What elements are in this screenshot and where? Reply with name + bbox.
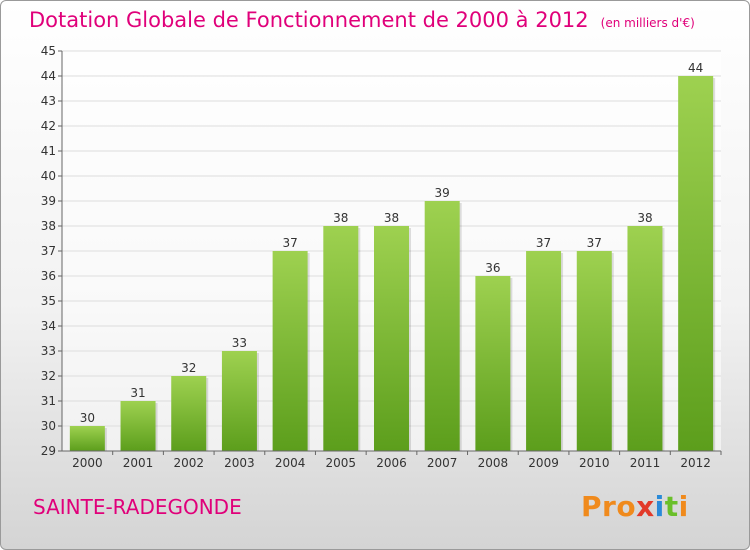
y-tick-label: 39: [41, 194, 56, 208]
bar-value-label: 38: [384, 211, 399, 225]
title-text: Dotation Globale de Fonctionnement de 20…: [29, 8, 589, 32]
y-tick-label: 43: [41, 94, 56, 108]
logo-part: Pro: [581, 490, 637, 523]
logo-part: t: [664, 490, 679, 523]
y-tick-label: 33: [41, 344, 56, 358]
x-tick-label: 2002: [173, 456, 204, 470]
x-tick-label: 2010: [579, 456, 610, 470]
bar-value-label: 38: [333, 211, 348, 225]
bar: [120, 401, 156, 451]
x-tick-label: 2011: [630, 456, 661, 470]
x-tick-label: 2009: [528, 456, 559, 470]
bar: [475, 276, 511, 451]
y-tick-label: 30: [41, 419, 56, 433]
bar-value-label: 37: [282, 236, 297, 250]
bar: [374, 226, 409, 451]
axes: 29 30 31 32 33 34 35 36 37 38 39 40 41 42 43 44 45 2000 20…: [41, 44, 722, 470]
y-tick-label: 38: [41, 219, 56, 233]
unit-note: (en milliers d'€): [600, 16, 695, 30]
y-tick-label: 32: [41, 369, 56, 383]
logo-part: i: [654, 490, 665, 523]
y-tick-label: 35: [41, 294, 56, 308]
commune-name: SAINTE-RADEGONDE: [33, 495, 242, 519]
bar-value-label: 33: [232, 336, 247, 350]
y-tick-label: 42: [41, 119, 56, 133]
bar-value-label: 30: [80, 411, 95, 425]
logo-part: i: [678, 490, 689, 523]
y-tick-label: 44: [41, 69, 56, 83]
y-tick-label: 31: [41, 394, 56, 408]
bar: [627, 226, 663, 451]
bar-value-label: 44: [688, 61, 703, 75]
y-tick-label: 37: [41, 244, 56, 258]
y-tick-label: 40: [41, 169, 56, 183]
y-tick-label: 41: [41, 144, 56, 158]
y-tick-label: 29: [41, 444, 56, 458]
chart-title: Dotation Globale de Fonctionnement de 20…: [29, 8, 695, 32]
y-tick-label: 34: [41, 319, 56, 333]
bar: [221, 351, 257, 451]
y-tick-label: 36: [41, 269, 56, 283]
logo-part: x: [636, 490, 655, 523]
bar: [171, 376, 207, 451]
x-tick-label: 2005: [326, 456, 357, 470]
bar-value-label: 37: [536, 236, 551, 250]
bar-value-label: 39: [435, 186, 450, 200]
bar-value-label: 36: [485, 261, 500, 275]
bar-value-label: 38: [637, 211, 652, 225]
x-tick-label: 2000: [72, 456, 103, 470]
bar: [323, 226, 359, 451]
bar-value-label: 37: [587, 236, 602, 250]
bars: 30 31 32 33 37 38 38 39 36 37 37 38 44: [69, 61, 716, 451]
bar: [272, 251, 308, 451]
x-tick-label: 2006: [376, 456, 407, 470]
x-tick-label: 2001: [123, 456, 154, 470]
bar: [69, 426, 105, 451]
bar-value-label: 32: [181, 361, 196, 375]
x-tick-label: 2007: [427, 456, 458, 470]
x-tick-label: 2008: [478, 456, 509, 470]
y-tick-label: 45: [41, 44, 56, 58]
bar: [526, 251, 562, 451]
x-tick-label: 2004: [275, 456, 306, 470]
x-tick-label: 2012: [680, 456, 711, 470]
bar: [424, 201, 460, 451]
bar: [576, 251, 612, 451]
bar: [678, 76, 714, 451]
bar-value-label: 31: [130, 386, 145, 400]
proxiti-logo[interactable]: Proxiti: [581, 490, 689, 523]
x-tick-label: 2003: [224, 456, 255, 470]
